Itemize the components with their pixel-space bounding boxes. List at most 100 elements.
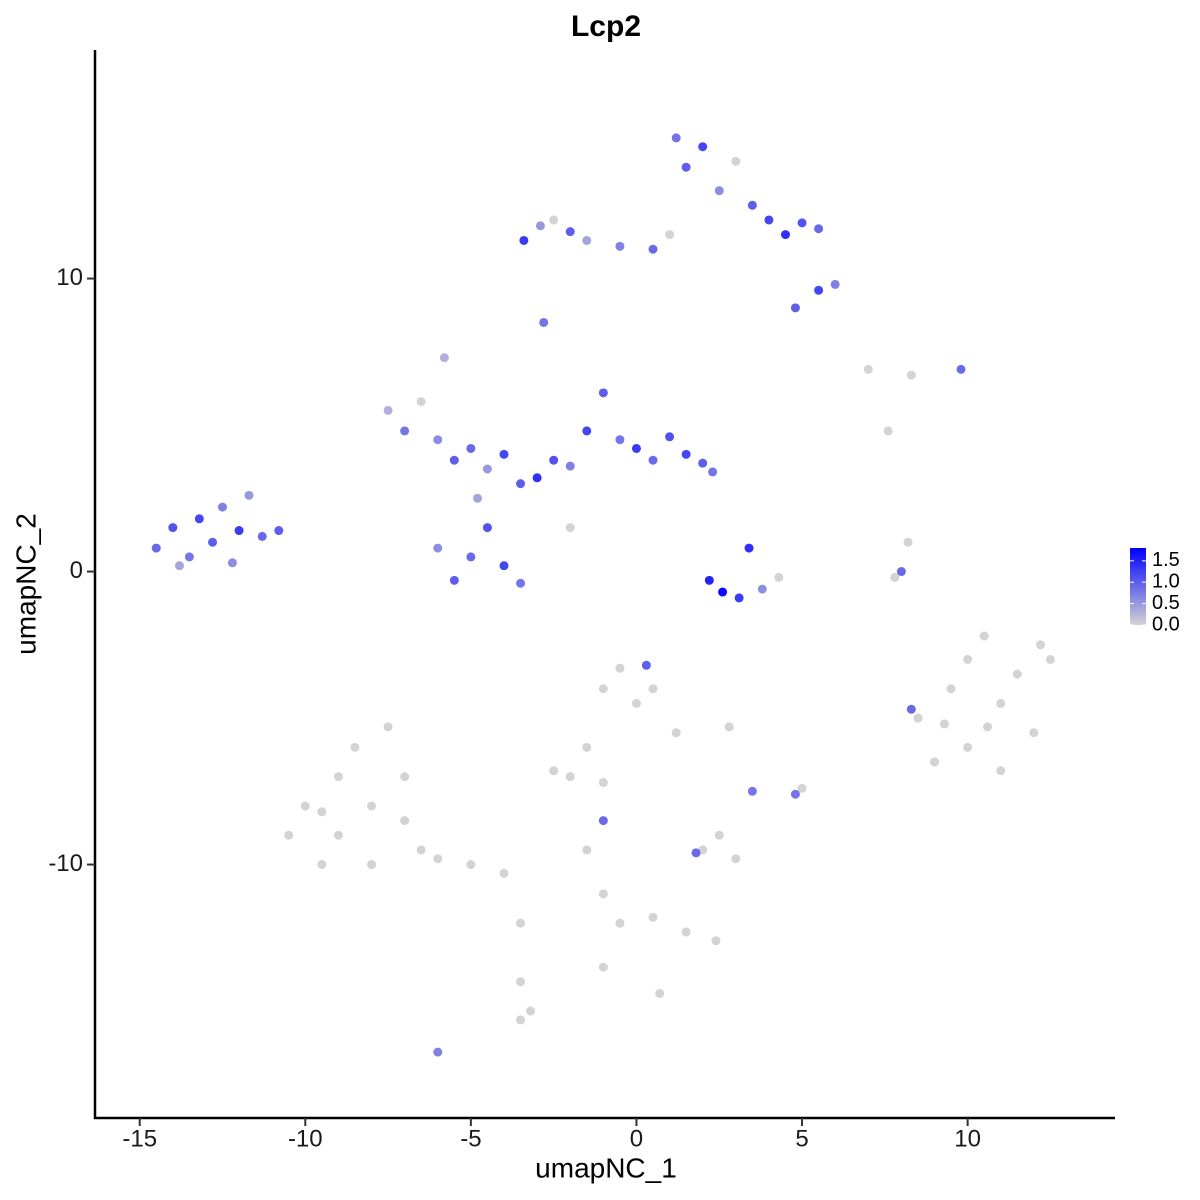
point: [1012, 669, 1022, 679]
point: [615, 435, 625, 445]
point: [582, 235, 592, 245]
point: [691, 848, 701, 858]
point: [565, 227, 575, 237]
point: [665, 432, 675, 442]
point: [317, 807, 327, 817]
point: [996, 698, 1006, 708]
point: [681, 449, 691, 459]
point: [433, 435, 443, 445]
x-tick-label: 5: [795, 1125, 808, 1152]
point: [830, 279, 840, 289]
point: [184, 552, 194, 562]
point: [416, 845, 426, 855]
point: [582, 845, 592, 855]
point: [996, 766, 1006, 776]
point: [449, 575, 459, 585]
point: [655, 988, 665, 998]
point: [516, 977, 526, 987]
point: [383, 405, 393, 415]
chart-title: Lcp2: [571, 10, 641, 43]
point: [274, 526, 284, 536]
point: [516, 479, 526, 489]
point: [433, 854, 443, 864]
point: [883, 426, 893, 436]
point: [711, 936, 721, 946]
point: [598, 816, 608, 826]
point: [439, 353, 449, 363]
point: [698, 142, 708, 152]
point: [582, 426, 592, 436]
point: [208, 537, 218, 547]
point: [734, 593, 744, 603]
point: [482, 464, 492, 474]
point: [896, 567, 906, 577]
point: [930, 757, 940, 767]
point: [565, 523, 575, 533]
point: [648, 455, 658, 465]
point: [708, 467, 718, 477]
point: [565, 772, 575, 782]
point: [906, 704, 916, 714]
x-tick-label: -10: [288, 1125, 323, 1152]
point: [582, 742, 592, 752]
point: [333, 772, 343, 782]
point: [174, 561, 184, 571]
point: [615, 241, 625, 251]
point: [1035, 640, 1045, 650]
point: [631, 443, 641, 453]
point: [698, 458, 708, 468]
point: [400, 772, 410, 782]
color-bar: [1130, 548, 1146, 625]
point: [714, 186, 724, 196]
point: [549, 455, 559, 465]
point: [718, 587, 728, 597]
point: [764, 215, 774, 225]
point: [519, 235, 529, 245]
point: [681, 162, 691, 172]
point: [956, 364, 966, 374]
point: [367, 801, 377, 811]
point: [466, 552, 476, 562]
point: [731, 854, 741, 864]
point: [516, 578, 526, 588]
point: [565, 461, 575, 471]
point: [724, 722, 734, 732]
point: [151, 543, 161, 553]
point: [333, 830, 343, 840]
point: [665, 230, 675, 240]
point: [532, 473, 542, 483]
color-tick-label: 1.0: [1152, 571, 1180, 593]
point: [525, 1006, 535, 1016]
point: [499, 561, 509, 571]
point: [946, 684, 956, 694]
point: [284, 830, 294, 840]
point: [499, 449, 509, 459]
point: [903, 537, 913, 547]
point: [598, 889, 608, 899]
point: [218, 502, 227, 512]
point: [244, 490, 254, 500]
point: [433, 543, 443, 553]
point: [814, 285, 824, 295]
point: [317, 860, 327, 870]
point: [963, 742, 973, 752]
point: [939, 719, 949, 729]
point: [641, 660, 651, 670]
point: [168, 523, 178, 533]
point: [598, 962, 608, 972]
y-tick-label: 10: [56, 264, 83, 291]
point: [598, 388, 608, 398]
point: [535, 221, 545, 231]
point: [473, 493, 482, 503]
point: [648, 912, 658, 922]
x-axis-label: umapNC_1: [535, 1152, 677, 1183]
point: [194, 514, 204, 524]
point: [671, 728, 681, 738]
y-tick-label: 0: [70, 557, 83, 584]
point: [774, 572, 784, 582]
color-tick-label: 1.5: [1152, 549, 1180, 571]
point: [615, 663, 625, 673]
point: [350, 742, 360, 752]
point: [615, 918, 625, 928]
point: [466, 443, 476, 453]
